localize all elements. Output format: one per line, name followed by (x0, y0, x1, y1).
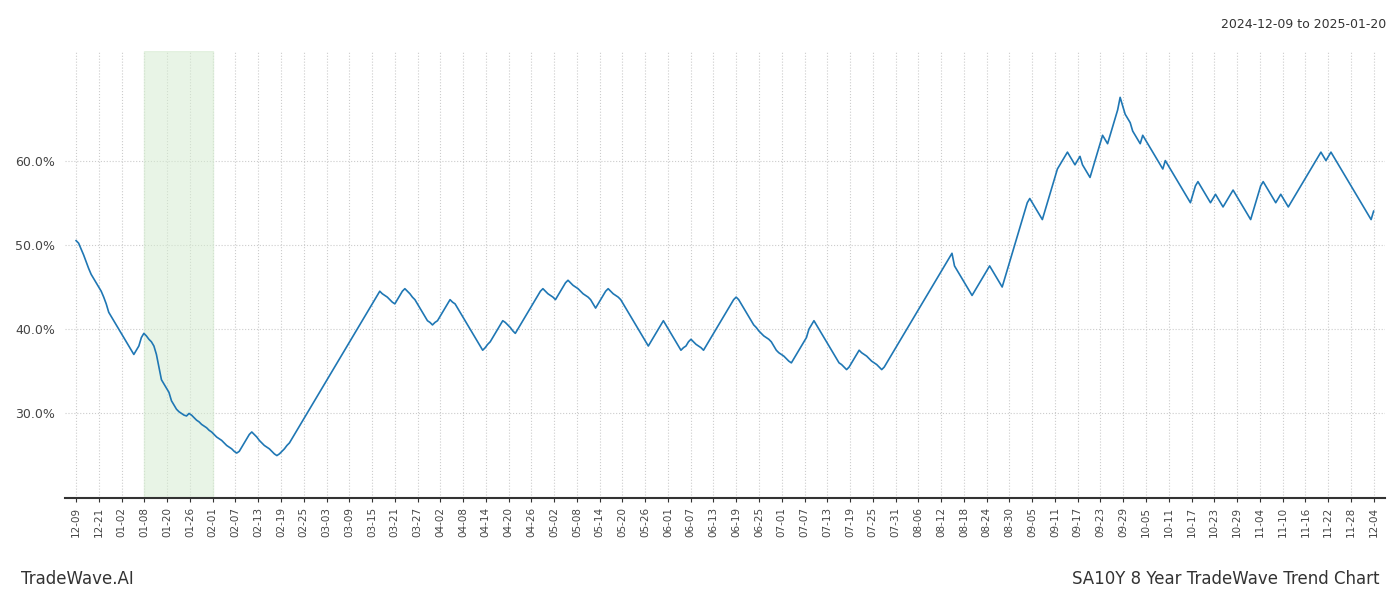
Text: 2024-12-09 to 2025-01-20: 2024-12-09 to 2025-01-20 (1221, 18, 1386, 31)
Text: TradeWave.AI: TradeWave.AI (21, 570, 134, 588)
Text: SA10Y 8 Year TradeWave Trend Chart: SA10Y 8 Year TradeWave Trend Chart (1071, 570, 1379, 588)
Bar (144, 51, 213, 498)
